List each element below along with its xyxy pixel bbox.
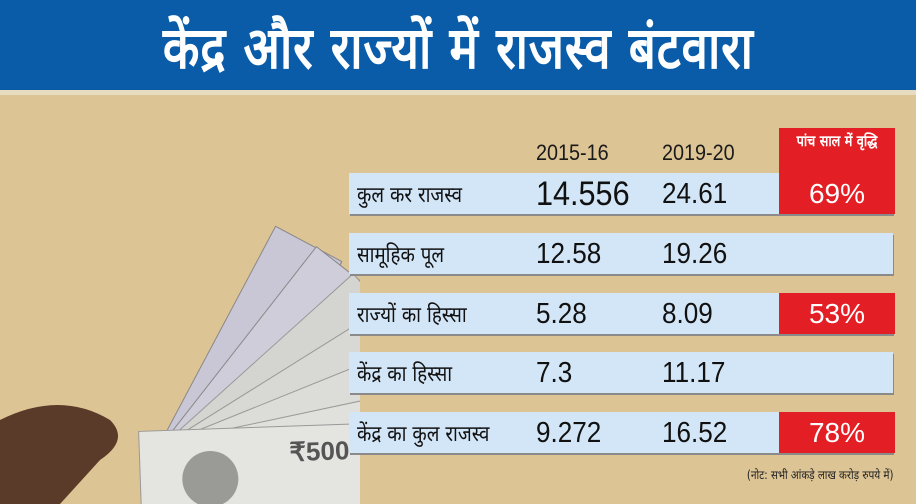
value-2015: 9.272 [536, 417, 602, 449]
row-label: केंद्र का कुल राजस्व [357, 422, 490, 447]
page-title: केंद्र और राज्यों में राजस्व बंटवारा [162, 13, 754, 82]
header-banner: केंद्र और राज्यों में राजस्व बंटवारा [0, 0, 916, 90]
growth-value [779, 352, 895, 393]
table-row: सामूहिक पूल 12.58 19.26 [349, 233, 893, 274]
column-header-2015: 2015-16 [536, 140, 609, 165]
value-2015: 7.3 [536, 357, 573, 389]
rupee-notes-icon: ₹500 [0, 225, 360, 504]
column-header-2019: 2019-20 [662, 140, 735, 165]
row-label: सामूहिक पूल [357, 243, 445, 268]
growth-value: 53% [779, 293, 895, 334]
column-header-growth: पांच साल में वृद्धि [796, 132, 878, 150]
footnote: (नोट: सभी आंकड़े लाख करोड़ रुपये में) [747, 468, 894, 482]
growth-value: 69% [779, 173, 895, 214]
table-row: राज्यों का हिस्सा 5.28 8.09 53% [349, 293, 895, 334]
value-2019: 24.61 [662, 178, 728, 210]
value-2019: 8.09 [662, 298, 713, 330]
value-2019: 19.26 [662, 238, 728, 270]
header-divider [0, 90, 916, 95]
growth-value: 78% [779, 412, 895, 453]
value-2015: 12.58 [536, 238, 602, 270]
table-row: केंद्र का हिस्सा 7.3 11.17 [349, 352, 893, 393]
value-2019: 16.52 [662, 417, 728, 449]
row-label: केंद्र का हिस्सा [357, 362, 453, 387]
row-label: कुल कर राजस्व [357, 183, 462, 208]
table-row: केंद्र का कुल राजस्व 9.272 16.52 78% [349, 412, 895, 453]
value-2015: 5.28 [536, 298, 587, 330]
svg-text:₹500: ₹500 [289, 435, 350, 467]
table-row: कुल कर राजस्व 14.556 24.61 69% [349, 173, 895, 214]
row-label: राज्यों का हिस्सा [357, 303, 467, 328]
growth-value [779, 233, 895, 274]
value-2019: 11.17 [662, 357, 726, 389]
value-2015: 14.556 [536, 175, 630, 213]
